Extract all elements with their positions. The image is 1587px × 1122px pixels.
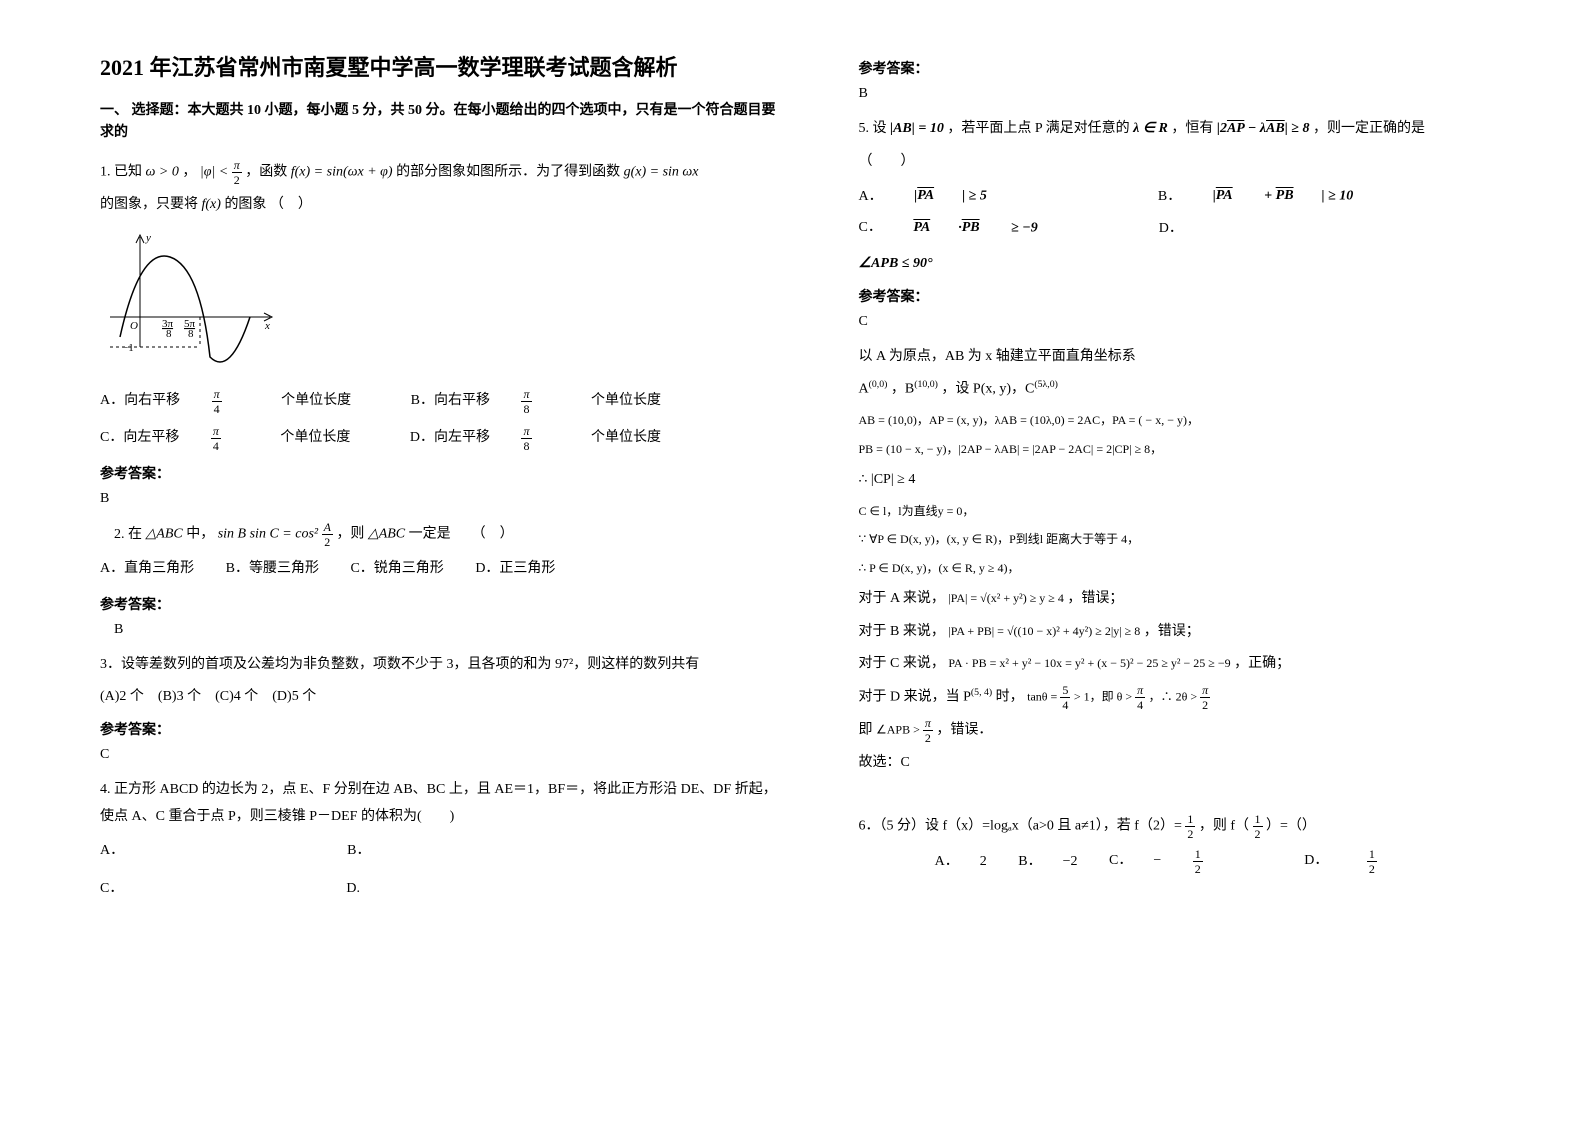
q2-stem: 2. 在 △ABC 中， sin B sin C = cos² A2 ，则 △A… [100, 521, 779, 548]
answer-label: 参考答案： [859, 286, 1538, 306]
q5-sol-l7: ∵ ∀P ∈ D(x, y)，(x, y ∈ R)，P到线l 距离大于等于 4， [859, 528, 1538, 551]
q5-sol-l1: 以 A 为原点，AB 为 x 轴建立平面直角坐标系 [859, 344, 1538, 371]
section-heading: 一、 选择题：本大题共 10 小题，每小题 5 分，共 50 分。在每小题给出的… [100, 100, 779, 145]
q1-fx2: f(x) [202, 197, 221, 212]
answer-label: 参考答案： [100, 719, 779, 739]
q5-opts-row1: A． |PA| ≥ 5 B． |PA + PB| ≥ 10 C． PA·PB ≥… [859, 181, 1538, 245]
q1-optB: B．向右平移 π8 个单位长度 [411, 386, 689, 417]
q5-sol-l14: 故选：C [859, 750, 1538, 777]
q3-stem: 3．设等差数列的首项及公差均为非负整数，项数不少于 3，且各项的和为 97²，则… [100, 652, 779, 679]
q5-ineq: |2AP − λAB| ≥ 8 [1217, 121, 1310, 136]
q1-fx: f(x) = sin(ωx + φ) [291, 165, 393, 180]
answer-label: 参考答案： [100, 463, 779, 483]
q5-sol-l13: 即 ∠APB > π2 ，错误． [859, 717, 1538, 744]
q5-sol-l12: 对于 D 来说，当 P(5, 4) 时， tanθ = 54 > 1，即 θ >… [859, 684, 1538, 711]
q5-sol-l11: 对于 C 来说， PA · PB = x² + y² − 10x = y² + … [859, 651, 1538, 678]
q6-opts: A． 2 B． −2 C． − 12 D． 12 [859, 846, 1538, 878]
graph-t1-d: 8 [166, 328, 172, 340]
q5-sol-l5: ∴ |CP| ≥ 4 [859, 467, 1538, 494]
page: 2021 年江苏省常州市南夏墅中学高一数学理联考试题含解析 一、 选择题：本大题… [0, 0, 1587, 1122]
graph-x-label: x [264, 320, 270, 332]
q5-answer: C [859, 314, 1538, 330]
q1-graph-svg: y x O −1 3π 8 5π 8 [100, 227, 280, 367]
q5-sol-l10: 对于 B 来说， |PA + PB| = √((10 − x)² + 4y²) … [859, 619, 1538, 646]
q3-answer: C [100, 747, 779, 763]
q4-answer: B [859, 86, 1538, 102]
q1-omega: ω > 0 [146, 165, 179, 180]
q3-opts: (A)2 个 (B)3 个 (C)4 个 (D)5 个 [100, 684, 779, 711]
q4-opts-row2: C． D. [100, 874, 779, 905]
q5-optA: A． |PA| ≥ 5 [859, 181, 1015, 213]
q6-optD: D． 12 [1290, 846, 1433, 877]
q4-optD: D. [346, 874, 360, 905]
q4-opts-row1: A． B． [100, 836, 779, 867]
answer-label: 参考答案： [859, 58, 1538, 78]
q5-sol-l8: ∴ P ∈ D(x, y)，(x ∈ R, y ≥ 4)， [859, 557, 1538, 580]
q6-optB: B． −2 [1018, 847, 1077, 878]
answer-label: 参考答案： [100, 594, 779, 614]
q6-optA: A． 2 [935, 847, 987, 878]
q1-text: 的图象 （ ） [224, 197, 312, 212]
q2-optC: C．锐角三角形 [350, 554, 443, 585]
q1-frac-pi-2: π 2 [232, 159, 242, 186]
q5-sol-l3: AB = (10,0)，AP = (x, y)，λAB = (10λ,0) = … [859, 409, 1538, 432]
q1-phi-abs: |φ| < [200, 165, 228, 180]
q4-stem: 4. 正方形 ABCD 的边长为 2，点 E、F 分别在边 AB、BC 上，且 … [100, 777, 779, 830]
q2-optB: B．等腰三角形 [226, 554, 319, 585]
q5-stem: 5. 设 |AB| = 10 ，若平面上点 P 满足对任意的 λ ∈ R ，恒有… [859, 116, 1538, 143]
q1-text: 1. 已知 [100, 165, 142, 180]
q1-graph: y x O −1 3π 8 5π 8 [100, 227, 779, 372]
q5-paren: （ ） [859, 149, 1538, 176]
q2-optD: D．正三角形 [475, 554, 555, 585]
graph-t2-d: 8 [188, 328, 194, 340]
q5-sol-l6: C ∈ l，l为直线y = 0， [859, 500, 1538, 523]
q1-opts-row2: C．向左平移 π4 个单位长度 D．向左平移 π8 个单位长度 [100, 423, 779, 455]
q1-opts-row1: A．向右平移 π4 个单位长度 B．向右平移 π8 个单位长度 [100, 386, 779, 418]
q5-optD-pre: D． [1159, 214, 1183, 245]
q4-optA: A． [100, 836, 124, 867]
graph-y-label: y [145, 232, 151, 244]
q1-optD: D．向左平移 π8 个单位长度 [410, 423, 689, 454]
q6-stem: 6．（5 分）设 f（x）=logₐx（a>0 且 a≠1），若 f（2）= 1… [859, 813, 1538, 840]
q1-text: 的图象，只要将 [100, 197, 198, 212]
q4-optB: B． [347, 836, 370, 867]
q1-stem-line1: 1. 已知 ω > 0 ， |φ| < π 2 ，函数 f(x) = sin(ω… [100, 159, 779, 186]
q1-stem-line2: 的图象，只要将 f(x) 的图象 （ ） [100, 192, 779, 219]
graph-neg1: −1 [122, 342, 134, 354]
q1-text: 的部分图象如图所示．为了得到函数 [396, 165, 620, 180]
q1-answer: B [100, 491, 779, 507]
q5-optC: C． PA·PB ≥ −9 [859, 213, 1066, 245]
q5-sol-l4: PB = (10 − x, − y)，|2AP − λAB| = |2AP − … [859, 438, 1538, 461]
left-column: 2021 年江苏省常州市南夏墅中学高一数学理联考试题含解析 一、 选择题：本大题… [100, 50, 819, 1072]
q1-text: ， [182, 165, 196, 180]
q4-optC: C． [100, 874, 123, 905]
q5-sol-l2: A(0,0) ，B(10,0) ，设 P(x, y)，C(5λ,0) [859, 376, 1538, 403]
q2-optA: A．直角三角形 [100, 554, 194, 585]
q2-answer: B [100, 622, 779, 638]
q5-optB: B． |PA + PB| ≥ 10 [1158, 181, 1381, 213]
right-column: 参考答案： B 5. 设 |AB| = 10 ，若平面上点 P 满足对任意的 λ… [819, 50, 1538, 1072]
q5-sol-l9: 对于 A 来说， |PA| = √(x² + y²) ≥ y ≥ 4 ，错误； [859, 586, 1538, 613]
q1-gx: g(x) = sin ωx [624, 165, 699, 180]
page-title: 2021 年江苏省常州市南夏墅中学高一数学理联考试题含解析 [100, 50, 779, 82]
graph-o-label: O [130, 320, 138, 332]
q5-optD-body: ∠APB ≤ 90° [859, 251, 1538, 278]
q2-opts: A．直角三角形 B．等腰三角形 C．锐角三角形 D．正三角形 [100, 554, 779, 585]
q1-optC: C．向左平移 π4 个单位长度 [100, 423, 378, 454]
q1-text: ，函数 [245, 165, 287, 180]
q1-optA: A．向右平移 π4 个单位长度 [100, 386, 379, 417]
q6-optC: C． − 12 [1109, 846, 1259, 877]
